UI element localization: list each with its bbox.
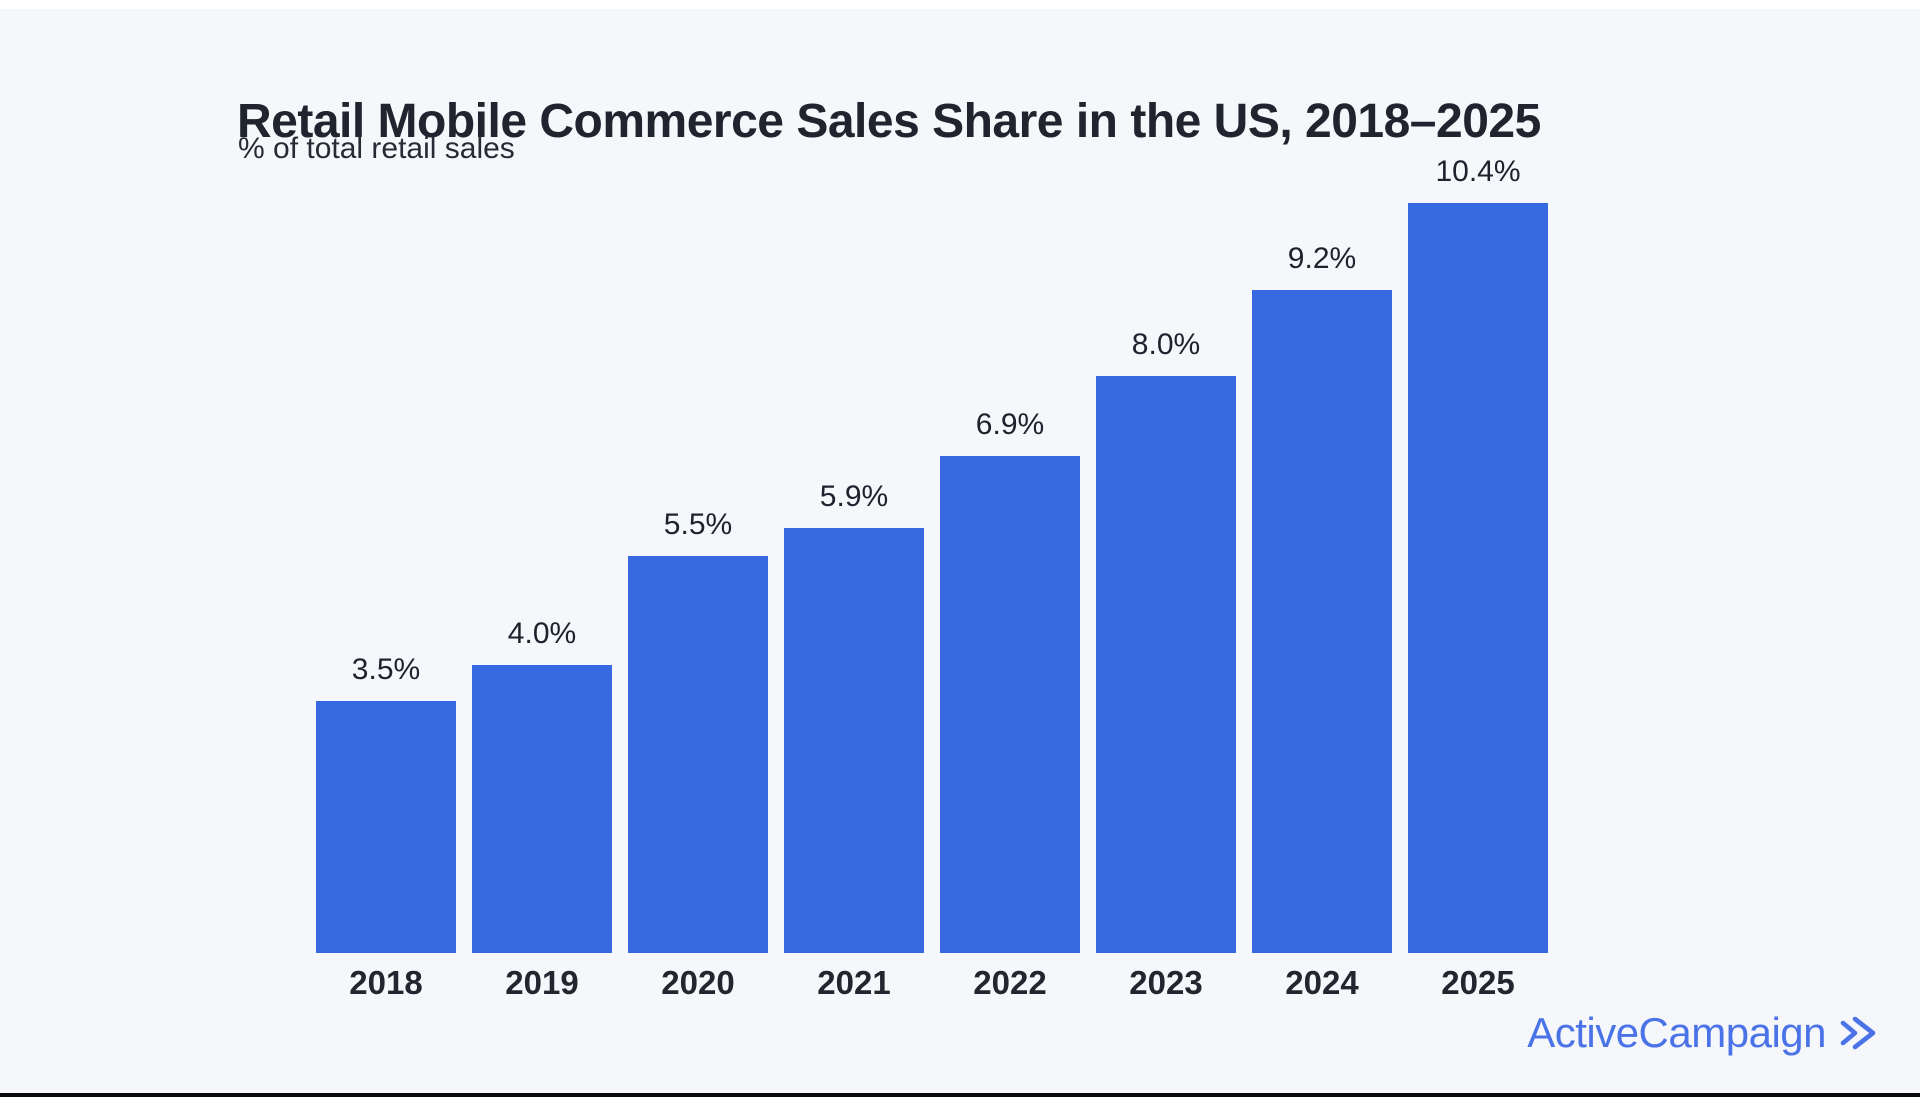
x-axis-tick-label: 2023 — [1129, 964, 1203, 1001]
bar — [784, 528, 924, 953]
chart-title: Retail Mobile Commerce Sales Share in th… — [237, 95, 1541, 149]
top-edge-strip — [0, 0, 1920, 9]
x-axis-tick-label: 2020 — [661, 964, 735, 1001]
bar-group-2022: 6.9% 2022 — [940, 193, 1080, 1001]
bar — [472, 665, 612, 953]
bar-value-label: 5.5% — [663, 508, 733, 541]
x-axis-tick-label: 2025 — [1441, 964, 1515, 1001]
activecampaign-logo-text: ActiveCampaign — [1527, 1009, 1826, 1056]
bar-group-2019: 4.0% 2019 — [472, 193, 612, 1001]
bar-value-label: 8.0% — [1131, 328, 1201, 361]
bar — [316, 701, 456, 953]
activecampaign-logo: ActiveCampaign — [1527, 1009, 1878, 1057]
bar-value-label: 4.0% — [507, 617, 577, 650]
bar-group-2018: 3.5% 2018 — [316, 193, 456, 1001]
x-axis-tick-label: 2021 — [817, 964, 891, 1001]
bar-group-2023: 8.0% 2023 — [1096, 193, 1236, 1001]
bar-group-2025: 10.4% 2025 — [1408, 155, 1548, 1001]
bar — [940, 456, 1080, 953]
double-chevron-right-icon — [1840, 1016, 1876, 1050]
bar-value-label: 3.5% — [351, 653, 421, 686]
bar-chart-plot: 3.5% 2018 4.0% 2019 5.5% 2020 5.9% 2021 6.9% 2022… — [316, 155, 1549, 1001]
bottom-border-line — [0, 1093, 1920, 1097]
bar — [628, 556, 768, 953]
bar — [1408, 203, 1548, 953]
bar-value-label: 10.4% — [1435, 155, 1521, 188]
bar-value-label: 6.9% — [975, 408, 1045, 441]
bar-group-2020: 5.5% 2020 — [628, 193, 768, 1001]
bar-group-2021: 5.9% 2021 — [784, 193, 924, 1001]
bar-group-2024: 9.2% 2024 — [1252, 193, 1392, 1001]
bar — [1252, 290, 1392, 953]
x-axis-tick-label: 2018 — [349, 964, 423, 1001]
bar — [1096, 376, 1236, 953]
chart-subtitle: % of total retail sales — [238, 132, 515, 165]
x-axis-tick-label: 2019 — [505, 964, 579, 1001]
x-axis-tick-label: 2022 — [973, 964, 1047, 1001]
x-axis-tick-label: 2024 — [1285, 964, 1359, 1001]
bar-value-label: 5.9% — [819, 480, 889, 513]
bar-value-label: 9.2% — [1287, 242, 1357, 275]
